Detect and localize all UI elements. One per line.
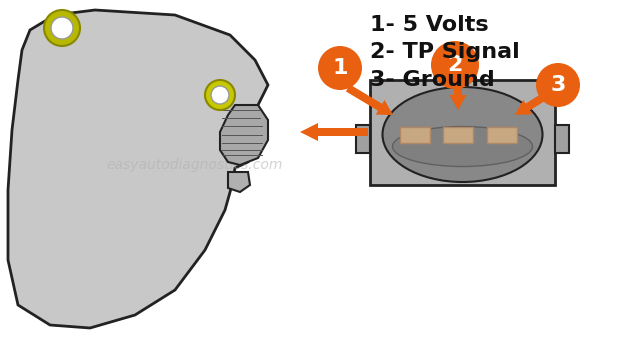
Polygon shape — [515, 85, 560, 115]
Bar — [555, 125, 569, 153]
Text: 1- 5 Volts: 1- 5 Volts — [370, 15, 489, 35]
Polygon shape — [22, 20, 258, 310]
Circle shape — [51, 17, 73, 39]
Polygon shape — [8, 10, 268, 328]
Text: 2: 2 — [447, 55, 463, 75]
Bar — [370, 80, 555, 185]
FancyBboxPatch shape — [487, 127, 517, 143]
Text: 1: 1 — [332, 58, 348, 78]
Ellipse shape — [392, 126, 533, 167]
Circle shape — [536, 63, 580, 107]
Circle shape — [431, 41, 479, 89]
Ellipse shape — [383, 87, 543, 182]
Circle shape — [205, 80, 235, 110]
FancyBboxPatch shape — [400, 127, 430, 143]
Bar — [356, 125, 370, 153]
FancyBboxPatch shape — [443, 127, 473, 143]
Circle shape — [211, 86, 229, 104]
Polygon shape — [220, 105, 268, 165]
Polygon shape — [228, 172, 250, 192]
Text: 2- TP Signal: 2- TP Signal — [370, 42, 520, 62]
Circle shape — [44, 10, 80, 46]
Circle shape — [318, 46, 362, 90]
Polygon shape — [346, 85, 393, 115]
Polygon shape — [300, 123, 368, 141]
Polygon shape — [449, 82, 467, 110]
Text: 3- Ground: 3- Ground — [370, 70, 495, 90]
Text: 3: 3 — [550, 75, 565, 95]
Text: easyautodiagnostics.com: easyautodiagnostics.com — [107, 158, 283, 172]
